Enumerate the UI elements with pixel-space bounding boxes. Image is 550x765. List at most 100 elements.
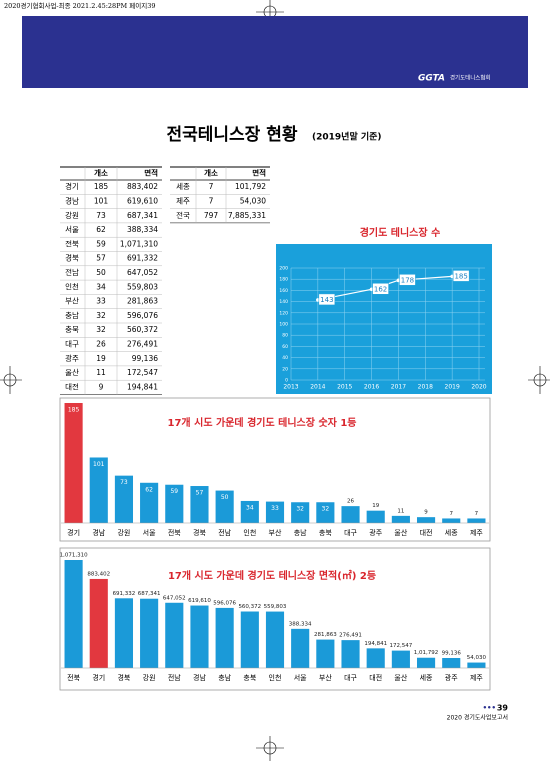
table-cell: 7 [209, 182, 214, 191]
x-tick-label: 서울 [294, 673, 307, 682]
bar [190, 486, 209, 523]
x-tick-label: 울산 [394, 528, 407, 537]
x-tick-label: 광주 [369, 529, 382, 537]
data-label: 194,841 [364, 641, 387, 647]
bar [291, 502, 310, 523]
table-cell: 32 [96, 325, 106, 334]
bar [341, 506, 360, 523]
table-cell: 50 [96, 268, 106, 277]
x-tick-label: 2014 [310, 384, 325, 391]
table-cell: 충북 [65, 325, 79, 334]
header-band [22, 16, 528, 88]
x-tick-label: 2018 [418, 384, 433, 391]
data-label: 9 [424, 510, 428, 516]
data-label: 172,547 [390, 643, 413, 649]
data-label: 26 [347, 499, 354, 505]
bar [114, 598, 134, 668]
table-cell: 73 [96, 211, 106, 220]
data-label: 596,076 [213, 600, 236, 606]
data-label: 11 [397, 508, 404, 514]
table-cell: 33 [96, 297, 106, 306]
data-label: 1,071,310 [60, 553, 88, 559]
bar [291, 628, 310, 668]
table-cell: 32 [96, 311, 106, 320]
bar [265, 611, 285, 668]
bar [366, 510, 385, 523]
table-cell: 281,863 [127, 297, 158, 306]
x-tick-label: 대구 [344, 674, 357, 682]
x-tick-label: 경기 [92, 673, 105, 682]
data-label: 185 [454, 272, 467, 280]
data-label: 73 [120, 479, 128, 486]
print-slug: 2020경기협회사업-최종 2021.2.45:28PM 페이지39 [4, 1, 156, 10]
table-cell: 인천 [65, 281, 79, 291]
y-tick-label: 200 [279, 266, 288, 272]
data-label: 162 [374, 285, 387, 293]
data-label: 57 [196, 490, 204, 497]
bar [215, 607, 234, 668]
x-tick-label: 인천 [243, 528, 256, 537]
x-tick-label: 제주 [470, 674, 483, 682]
table-cell: 99,136 [132, 354, 158, 363]
data-label: 1,01,792 [414, 650, 439, 656]
logo: GGTA [418, 74, 445, 84]
x-tick-label: 대전 [369, 673, 382, 682]
table-cell: 강원 [65, 210, 79, 220]
bar [165, 602, 184, 668]
table-cell: 194,841 [127, 382, 158, 391]
table-cell: 797 [204, 211, 219, 220]
table-header: 개소 [204, 168, 218, 178]
x-tick-label: 전남 [218, 528, 231, 537]
x-tick-label: 2015 [337, 384, 352, 391]
table-cell: 172,547 [127, 368, 158, 377]
table-cell: 34 [96, 282, 106, 291]
chart-title: 경기도 테니스장 수 [360, 226, 441, 239]
table-cell: 560,372 [127, 325, 158, 334]
x-tick-label: 강원 [143, 673, 156, 682]
data-label: 687,341 [138, 591, 161, 597]
table-cell: 19 [96, 354, 106, 363]
table-cell: 경기 [65, 181, 79, 191]
bar [416, 517, 436, 523]
data-label: 560,372 [238, 604, 261, 610]
data-label: 143 [320, 296, 333, 304]
table-cell: 대구 [65, 339, 79, 348]
x-tick-label: 전북 [67, 673, 80, 682]
page-dots: ••• [483, 704, 496, 712]
table-cell: 11 [96, 368, 106, 377]
table-cell: 충남 [65, 311, 79, 320]
table-cell: 388,334 [127, 225, 158, 234]
table-cell: 559,803 [127, 282, 158, 291]
data-label: 281,863 [314, 632, 337, 638]
data-label: 50 [221, 494, 229, 501]
bar [165, 484, 184, 523]
y-tick-label: 0 [285, 378, 288, 384]
data-label: 33 [271, 505, 279, 512]
data-label: 62 [145, 486, 153, 493]
data-label: 276,491 [339, 633, 362, 639]
bar [240, 500, 259, 523]
bar [467, 518, 486, 523]
table-cell: 전국 [176, 210, 190, 220]
table-header: 면적 [252, 168, 266, 178]
data-label: 559,803 [264, 604, 287, 610]
table-cell: 서울 [65, 225, 79, 234]
x-tick-label: 충북 [243, 673, 256, 682]
x-tick-label: 경북 [117, 673, 130, 682]
x-tick-label: 대구 [344, 529, 357, 537]
data-label: 619,610 [188, 598, 211, 604]
table-cell: 276,491 [127, 339, 158, 348]
x-tick-label: 2016 [364, 384, 379, 391]
label-box [318, 293, 336, 306]
table-header: 개소 [94, 168, 108, 178]
table-cell: 101 [94, 196, 109, 205]
data-label: 19 [372, 503, 379, 509]
page-number: 39 [497, 704, 509, 713]
y-tick-label: 60 [282, 344, 288, 350]
x-tick-label: 전북 [168, 528, 181, 537]
x-tick-label: 2020 [471, 384, 486, 391]
y-tick-label: 120 [279, 310, 288, 316]
label-box [372, 283, 389, 295]
